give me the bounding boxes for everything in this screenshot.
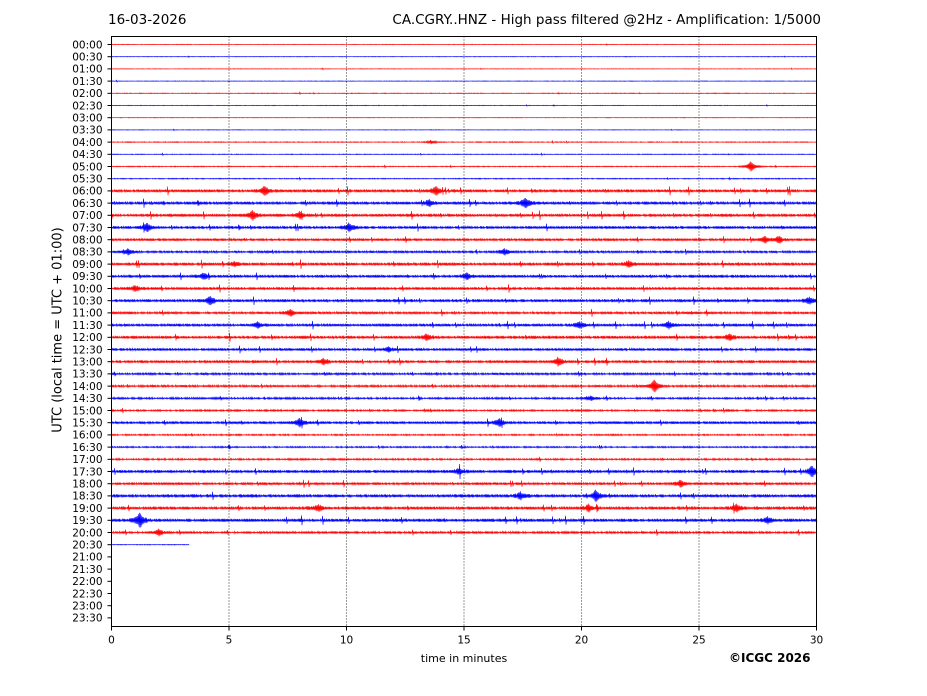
trace-0900: [111, 259, 818, 269]
y-tick-label: 07:00: [72, 210, 102, 222]
y-tick-label: 08:30: [72, 247, 102, 259]
y-tick-label: 11:00: [72, 308, 102, 320]
y-tick-label: 18:00: [72, 479, 102, 491]
y-tick-label: 15:30: [72, 418, 102, 430]
trace-1300: [111, 356, 818, 367]
y-tick-label: 02:00: [72, 88, 102, 100]
y-tick-label: 20:00: [72, 527, 102, 539]
y-tick-label: 19:00: [72, 503, 102, 515]
y-tick-label: 07:30: [72, 222, 102, 234]
y-tick-label: 16:30: [72, 442, 102, 454]
trace-0600: [111, 186, 818, 196]
trace-1400: [111, 379, 818, 393]
trace-0530: [111, 176, 818, 182]
y-tick-label: 10:00: [72, 283, 102, 295]
trace-2030: [111, 543, 190, 546]
y-tick-label: 20:30: [72, 540, 102, 552]
x-tick-label: 5: [226, 635, 233, 647]
y-tick-label: 09:00: [72, 259, 102, 271]
trace-1600: [111, 432, 818, 438]
y-tick-label: 04:30: [72, 149, 102, 161]
trace-0730: [111, 222, 818, 233]
trace-1700: [111, 456, 818, 462]
y-tick-label: 12:30: [72, 344, 102, 356]
trace-1330: [111, 371, 818, 377]
y-tick-label: 18:30: [72, 491, 102, 503]
y-axis-label: UTC (local time = UTC + 01:00): [50, 227, 66, 433]
y-tick-label: 00:00: [72, 39, 102, 51]
y-tick-label: 03:00: [72, 113, 102, 125]
y-tick-label: 06:00: [72, 186, 102, 198]
y-tick-label: 14:30: [72, 393, 102, 405]
y-tick-label: 13:30: [72, 369, 102, 381]
y-tick-label: 04:00: [72, 137, 102, 149]
x-axis-label: time in minutes: [420, 652, 508, 665]
x-tick-label: 20: [575, 635, 588, 647]
x-tick-label: 10: [340, 635, 353, 647]
trace-0830: [111, 248, 818, 256]
y-tick-label: 03:30: [72, 125, 102, 137]
trace-0000: [111, 43, 818, 46]
y-tick-label: 16:00: [72, 430, 102, 442]
y-tick-label: 22:00: [72, 576, 102, 588]
y-tick-label: 10:30: [72, 296, 102, 308]
y-tick-label: 08:00: [72, 235, 102, 247]
x-axis-ticks: 0 5 10 15 20 25 30: [108, 626, 823, 647]
x-tick-label: 15: [457, 635, 470, 647]
y-tick-label: 15:00: [72, 405, 102, 417]
y-tick-label: 14:00: [72, 381, 102, 393]
y-tick-label: 11:30: [72, 320, 102, 332]
trace-1530: [111, 416, 818, 429]
x-tick-label: 25: [692, 635, 705, 647]
y-tick-label: 01:30: [72, 76, 102, 88]
y-tick-label: 19:30: [72, 515, 102, 527]
y-tick-label: 17:00: [72, 454, 102, 466]
trace-0130: [111, 79, 818, 83]
y-tick-label: 12:00: [72, 332, 102, 344]
trace-0700: [111, 209, 818, 221]
y-tick-label: 01:00: [72, 64, 102, 76]
y-tick-label: 21:30: [72, 564, 102, 576]
y-tick-label: 09:30: [72, 271, 102, 283]
minute-gridlines: [228, 36, 700, 627]
y-tick-label: 00:30: [72, 52, 102, 64]
trace-0100: [111, 67, 818, 71]
copyright-notice: ©ICGC 2026: [729, 651, 811, 665]
y-tick-label: 06:30: [72, 198, 102, 210]
y-tick-label: 13:00: [72, 357, 102, 369]
x-tick-label: 0: [108, 635, 115, 647]
trace-0800: [111, 235, 818, 244]
trace-1500: [111, 407, 818, 414]
trace-1630: [111, 444, 818, 450]
y-tick-label: 21:00: [72, 552, 102, 564]
y-tick-label: 05:00: [72, 161, 102, 173]
header-title: CA.CGRY..HNZ - High pass filtered @2Hz -…: [392, 12, 821, 28]
seismic-traces: [111, 43, 818, 546]
header-date: 16-03-2026: [108, 12, 187, 28]
trace-1430: [111, 395, 818, 402]
y-tick-label: 05:30: [72, 174, 102, 186]
trace-0930: [111, 272, 818, 281]
trace-0200: [111, 91, 818, 96]
y-tick-label: 02:30: [72, 100, 102, 112]
y-tick-label: 22:30: [72, 588, 102, 600]
y-tick-label: 23:30: [72, 613, 102, 625]
y-tick-label: 17:30: [72, 466, 102, 478]
x-tick-label: 30: [810, 635, 823, 647]
trace-0030: [111, 55, 818, 58]
trace-0630: [111, 198, 818, 209]
y-axis-ticks: 00:0000:3001:0001:3002:0002:3003:0003:30…: [72, 39, 112, 625]
y-tick-label: 23:00: [72, 601, 102, 613]
